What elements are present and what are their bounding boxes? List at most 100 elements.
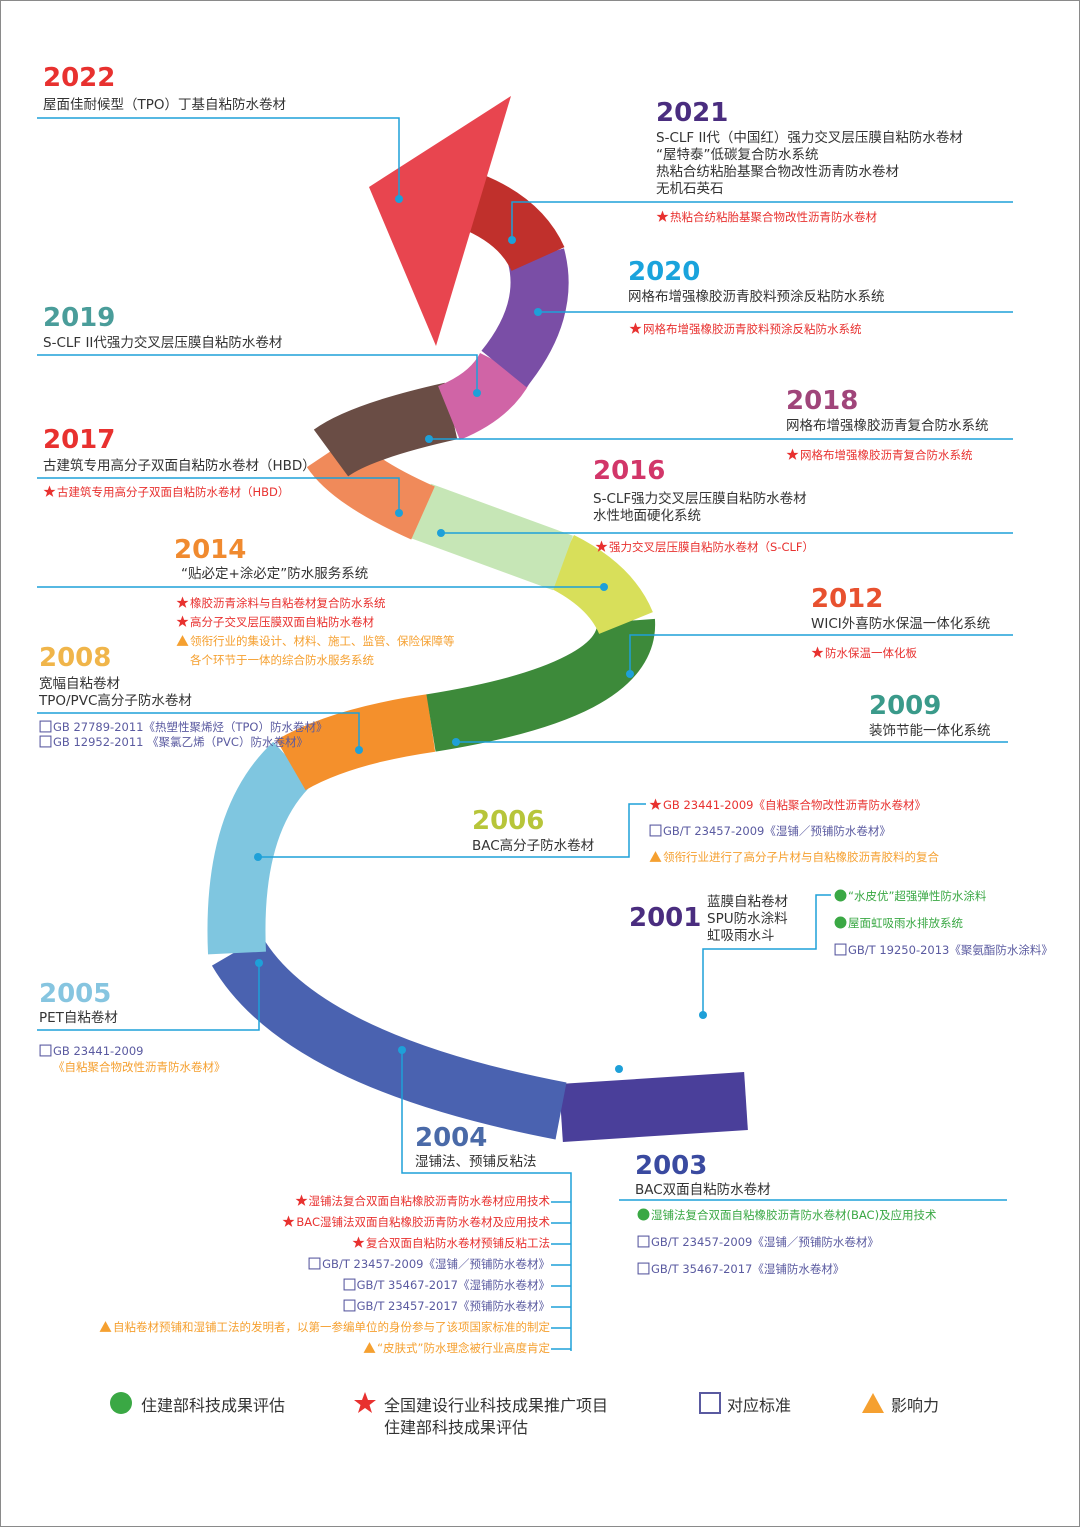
note-item: 《自粘聚合物改性沥青防水卷材》 [39, 1060, 226, 1075]
legend-label: 住建部科技成果评估 [384, 1418, 529, 1437]
product-title: 网格布增强橡胶沥青胶料预涂反粘防水系统 [628, 289, 885, 305]
note-text: 防水保温一体化板 [825, 646, 917, 660]
note-text: GB/T 23457-2009《湿铺／预铺防水卷材》 [663, 824, 891, 838]
note-item: GB/T 23457-2009《湿铺／预铺防水卷材》 [308, 1257, 550, 1272]
note-text: GB 23441-2009 [53, 1044, 144, 1058]
square-icon [343, 1278, 356, 1291]
legend-label: 住建部科技成果评估 [141, 1396, 286, 1415]
legend-label: 全国建设行业科技成果推广项目 [384, 1396, 609, 1415]
note-text: 橡胶沥青涂料与自粘卷材复合防水系统 [190, 596, 386, 610]
note-item: 防水保温一体化板 [811, 646, 917, 661]
note-item: 湿铺法复合双面自粘橡胶沥青防水卷材(BAC)及应用技术 [637, 1208, 937, 1223]
square-icon [39, 720, 52, 733]
star-icon [354, 1392, 376, 1413]
ribbon-segment-2021 [459, 174, 565, 272]
year-label: 2008 [39, 643, 112, 673]
note-item: GB 27789-2011《热塑性聚烯烃（TPO）防水卷材》 [39, 720, 327, 735]
product-title: PET自粘卷材 [39, 1010, 118, 1026]
note-text: GB/T 35467-2017《湿铺防水卷材》 [651, 1262, 845, 1276]
note-item: 高分子交叉层压膜双面自粘防水卷材 [176, 615, 374, 630]
year-label: 2022 [43, 63, 116, 93]
triangle-icon [649, 851, 662, 862]
star-icon [786, 448, 799, 460]
square-icon [308, 1257, 321, 1270]
note-text: 复合双面自粘防水卷材预铺反粘工法 [366, 1236, 550, 1250]
legend-label: 对应标准 [727, 1396, 792, 1415]
ribbon-segment-2004 [211, 935, 567, 1140]
square-icon [699, 1392, 721, 1414]
note-item: “皮肤式”防水理念被行业高度肯定 [363, 1341, 550, 1356]
square-icon [637, 1262, 650, 1275]
note-item: 热粘合纺粘胎基聚合物改性沥青防水卷材 [656, 210, 877, 225]
note-text: 领衔行业的集设计、材料、施工、监管、保险保障等 [190, 634, 455, 648]
circle-icon [110, 1392, 132, 1414]
note-text: 古建筑专用高分子双面自粘防水卷材（HBD） [57, 485, 290, 499]
note-text: “水皮优”超强弹性防水涂料 [848, 889, 987, 903]
note-item: 领衔行业进行了高分子片材与自粘橡胶沥青胶料的复合 [649, 850, 939, 865]
triangle-icon [176, 635, 189, 646]
note-item: 屋面虹吸雨水排放系统 [834, 916, 963, 931]
ribbon-segment-2003 [559, 1072, 748, 1142]
star-icon [43, 485, 56, 497]
year-label: 2012 [811, 584, 884, 614]
note-item: GB/T 23457-2017《预铺防水卷材》 [343, 1299, 550, 1314]
product-title: TPO/PVC高分子防水卷材 [39, 693, 192, 709]
note-text: GB/T 35467-2017《湿铺防水卷材》 [356, 1278, 550, 1292]
star-icon [595, 540, 608, 552]
product-title: BAC双面自粘防水卷材 [635, 1182, 771, 1198]
note-text: “皮肤式”防水理念被行业高度肯定 [377, 1341, 550, 1355]
note-item: 橡胶沥青涂料与自粘卷材复合防水系统 [176, 596, 386, 611]
triangle-icon [363, 1342, 376, 1353]
product-title: S-CLF II代（中国红）强力交叉层压膜自粘防水卷材 [656, 130, 963, 146]
product-title: 古建筑专用高分子双面自粘防水卷材（HBD） [43, 458, 316, 474]
note-text: BAC湿铺法双面自粘橡胶沥青防水卷材及应用技术 [296, 1215, 550, 1229]
year-label: 2016 [593, 456, 666, 486]
note-item: 古建筑专用高分子双面自粘防水卷材（HBD） [43, 485, 289, 500]
note-text: GB/T 19250-2013《聚氨酯防水涂料》 [848, 943, 1053, 957]
product-title: 热粘合纺粘胎基聚合物改性沥青防水卷材 [656, 164, 899, 180]
product-title: SPU防水涂料 [707, 911, 788, 927]
arrow-head-2022 [369, 96, 511, 346]
product-title: S-CLF II代强力交叉层压膜自粘防水卷材 [43, 335, 283, 351]
year-label: 2009 [869, 691, 942, 721]
circle-icon [834, 916, 847, 929]
note-item: 自粘卷材预铺和湿铺工法的发明者，以第一参编单位的身份参与了该项国家标准的制定 [99, 1320, 550, 1335]
note-item: 网格布增强橡胶沥青胶料预涂反粘防水系统 [629, 322, 862, 337]
note-text: 热粘合纺粘胎基聚合物改性沥青防水卷材 [670, 210, 877, 224]
note-item: 各个环节于一体的综合防水服务系统 [176, 653, 374, 668]
star-icon [629, 322, 642, 334]
product-title: “贴必定+涂必定”防水服务系统 [181, 566, 369, 582]
star-icon [176, 596, 189, 608]
note-item: 网格布增强橡胶沥青复合防水系统 [786, 448, 973, 463]
note-text: GB/T 23457-2009《湿铺／预铺防水卷材》 [651, 1235, 879, 1249]
product-title: 虹吸雨水斗 [707, 928, 775, 944]
product-title: WICI外喜防水保温一体化系统 [811, 616, 991, 632]
star-icon [282, 1215, 295, 1227]
star-icon [176, 615, 189, 627]
note-item: GB/T 23457-2009《湿铺／预铺防水卷材》 [637, 1235, 879, 1250]
year-label: 2018 [786, 386, 859, 416]
note-item: GB/T 23457-2009《湿铺／预铺防水卷材》 [649, 824, 891, 839]
leader-lines [37, 117, 1013, 1351]
ribbon-segment-2018 [313, 382, 458, 478]
note-item: GB 23441-2009《自粘聚合物改性沥青防水卷材》 [649, 798, 926, 813]
star-icon [649, 798, 662, 810]
note-text: 屋面虹吸雨水排放系统 [848, 916, 963, 930]
square-icon [637, 1235, 650, 1248]
note-item: 强力交叉层压膜自粘防水卷材（S-CLF） [595, 540, 814, 555]
circle-icon [637, 1208, 650, 1221]
note-item: 湿铺法复合双面自粘橡胶沥青防水卷材应用技术 [295, 1194, 551, 1209]
note-item: GB/T 35467-2017《湿铺防水卷材》 [343, 1278, 550, 1293]
circle-icon [834, 889, 847, 902]
note-text: 湿铺法复合双面自粘橡胶沥青防水卷材应用技术 [308, 1194, 551, 1208]
note-text: 强力交叉层压膜自粘防水卷材（S-CLF） [609, 540, 814, 554]
product-title: 湿铺法、预铺反粘法 [415, 1154, 537, 1170]
note-text: 自粘卷材预铺和湿铺工法的发明者，以第一参编单位的身份参与了该项国家标准的制定 [113, 1320, 550, 1334]
note-text: 各个环节于一体的综合防水服务系统 [190, 653, 374, 667]
note-item: “水皮优”超强弹性防水涂料 [834, 889, 986, 904]
note-item: 复合双面自粘防水卷材预铺反粘工法 [352, 1236, 550, 1251]
ribbon-segment-2009 [426, 618, 656, 752]
year-label: 2003 [635, 1151, 708, 1181]
note-text: GB 23441-2009《自粘聚合物改性沥青防水卷材》 [663, 798, 926, 812]
